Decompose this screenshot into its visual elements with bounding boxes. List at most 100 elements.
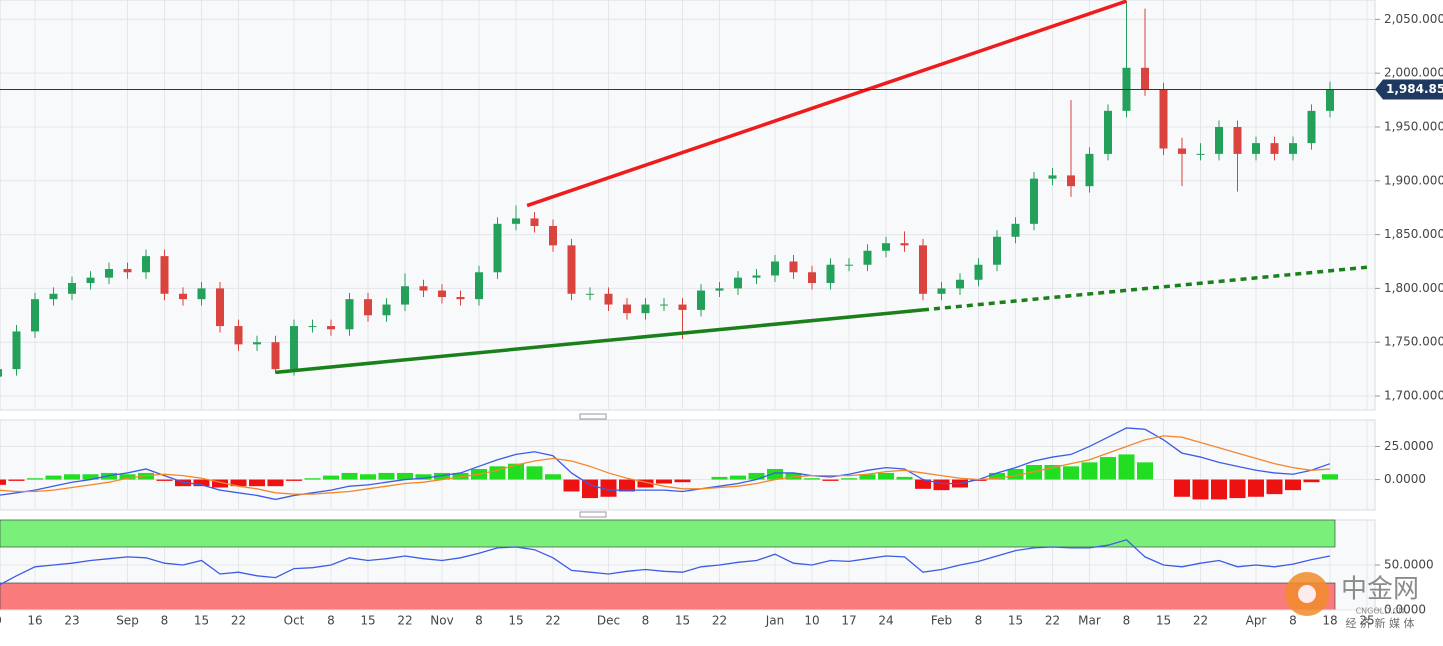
histogram-bar: [1137, 462, 1153, 480]
histogram-bar: [1118, 454, 1135, 480]
x-tick-label: Nov: [430, 614, 453, 628]
histogram-bar: [119, 474, 136, 480]
candle-body: [475, 272, 483, 300]
histogram-bar: [526, 466, 543, 480]
candle-body: [1196, 153, 1205, 155]
candle-body: [1067, 175, 1075, 187]
x-tick-label: 25: [1359, 614, 1374, 628]
candle-body: [1326, 89, 1334, 111]
histogram-bar: [45, 475, 62, 480]
y-tick-label: 1,950.0000: [1384, 119, 1443, 133]
x-tick-label: 15: [1008, 614, 1023, 628]
histogram-bar: [767, 468, 783, 480]
candle-body: [586, 293, 594, 295]
y-tick-label: 1,700.0000: [1384, 389, 1443, 403]
splitter[interactable]: [579, 413, 607, 420]
candle-body: [623, 304, 631, 314]
x-tick-label: 8: [161, 614, 169, 628]
histogram-bar: [656, 479, 672, 484]
candle-body: [382, 304, 391, 316]
histogram-bar: [822, 479, 839, 481]
histogram-bar: [378, 472, 395, 480]
candle-body: [1030, 178, 1038, 224]
candle-body: [697, 290, 705, 310]
histogram-bar: [1229, 479, 1246, 499]
candle-body: [493, 223, 502, 273]
candle-body: [1215, 126, 1223, 154]
candle-body: [1048, 175, 1057, 179]
candle-body: [216, 288, 224, 327]
candle-body: [271, 342, 280, 370]
histogram-bar: [415, 474, 432, 480]
x-tick-label: 10: [804, 614, 819, 628]
y-tick-label: 0.0000: [1384, 603, 1426, 617]
candle-body: [308, 326, 317, 328]
x-tick-label: 8: [1289, 614, 1297, 628]
candle-body: [123, 269, 132, 273]
trendline: [922, 265, 1371, 312]
candle-body: [641, 304, 650, 314]
histogram-bar: [175, 479, 191, 487]
rsi-band: [0, 582, 1336, 611]
histogram-bar: [1211, 479, 1227, 500]
y-tick-label: 25.0000: [1384, 439, 1434, 453]
candle-body: [974, 264, 983, 280]
y-tick-label: 2,000.0000: [1384, 66, 1443, 80]
histogram-bar: [915, 479, 931, 489]
candle-body: [752, 275, 761, 278]
histogram-bar: [563, 479, 580, 492]
splitter[interactable]: [579, 511, 607, 518]
histogram-bar: [249, 479, 265, 487]
histogram-bar: [82, 474, 99, 480]
candle-body: [364, 299, 372, 316]
histogram-bar: [1100, 457, 1116, 480]
histogram-bar: [933, 479, 950, 491]
candle-body: [1233, 126, 1242, 154]
candle-body: [197, 288, 206, 300]
candle-body: [0, 369, 2, 377]
candle-body: [863, 250, 872, 265]
candle-body: [401, 286, 409, 305]
y-tick-label: 0.0000: [1384, 472, 1426, 486]
histogram-bar: [1322, 474, 1338, 480]
x-tick-label: 15: [1156, 614, 1171, 628]
candle-body: [512, 218, 520, 224]
x-tick-label: 8: [475, 614, 483, 628]
histogram-bar: [859, 474, 876, 480]
candle-body: [12, 331, 21, 370]
candle-body: [68, 283, 76, 294]
histogram-bar: [212, 479, 228, 488]
candle-body: [715, 288, 724, 291]
x-tick-label: 9: [0, 614, 2, 628]
candle-body: [549, 225, 557, 246]
x-tick-label: 23: [64, 614, 79, 628]
histogram-bar: [600, 479, 617, 497]
y-tick-label: 1,850.0000: [1384, 227, 1443, 241]
histogram-bar: [64, 474, 80, 480]
candle-body: [1270, 143, 1279, 154]
histogram-bar: [1285, 479, 1301, 491]
x-tick-label: 18: [1322, 614, 1337, 628]
candle-body: [1252, 143, 1260, 154]
axes-layer: 9 16 23 Sep 8 15 22 Oct 8 15 22 Nov 8 15 22 Dec 8 15 22 Jan…: [0, 12, 1443, 628]
candle-body: [937, 288, 946, 294]
candle-body: [31, 299, 39, 332]
x-tick-label: 22: [545, 614, 560, 628]
x-tick-label: Apr: [1246, 614, 1267, 628]
histogram-bar: [156, 479, 173, 481]
indicator-line: [0, 539, 1331, 586]
candle-body: [826, 264, 835, 284]
watermark-site: CNGOLD.CN: [1356, 607, 1405, 616]
candle-body: [1307, 110, 1316, 144]
x-tick-label: 15: [360, 614, 375, 628]
candle-body: [530, 218, 539, 226]
candle-body: [771, 261, 779, 276]
y-tick-label: 1,900.0000: [1384, 173, 1443, 187]
price-panel: [0, 0, 1376, 411]
histogram-bar: [230, 479, 247, 487]
y-tick-label: 1,800.0000: [1384, 281, 1443, 295]
histogram-bar: [341, 472, 358, 480]
indicator-line: [0, 435, 1331, 495]
watermark-name: 中金网: [1341, 575, 1419, 605]
x-tick-label: 15: [194, 614, 209, 628]
